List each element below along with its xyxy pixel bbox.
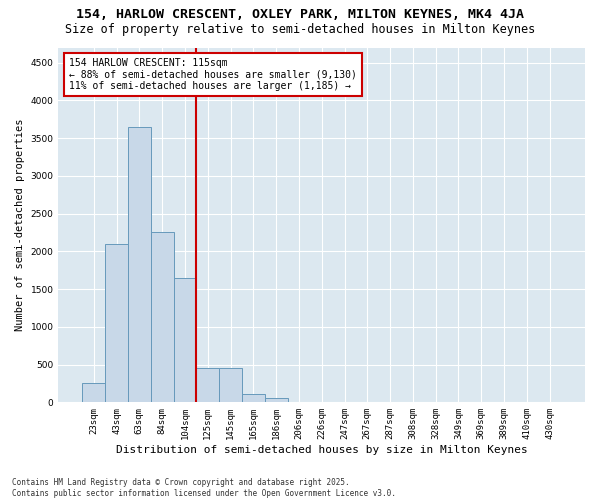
Bar — [196, 368, 219, 402]
Bar — [242, 394, 265, 402]
Bar — [105, 244, 128, 402]
Text: Contains HM Land Registry data © Crown copyright and database right 2025.
Contai: Contains HM Land Registry data © Crown c… — [12, 478, 396, 498]
Bar — [82, 384, 105, 402]
Bar — [219, 368, 242, 402]
Bar — [173, 278, 196, 402]
Bar — [151, 232, 173, 402]
Bar — [265, 398, 287, 402]
X-axis label: Distribution of semi-detached houses by size in Milton Keynes: Distribution of semi-detached houses by … — [116, 445, 527, 455]
Y-axis label: Number of semi-detached properties: Number of semi-detached properties — [15, 118, 25, 331]
Text: Size of property relative to semi-detached houses in Milton Keynes: Size of property relative to semi-detach… — [65, 22, 535, 36]
Text: 154 HARLOW CRESCENT: 115sqm
← 88% of semi-detached houses are smaller (9,130)
11: 154 HARLOW CRESCENT: 115sqm ← 88% of sem… — [69, 58, 357, 92]
Bar — [128, 127, 151, 402]
Text: 154, HARLOW CRESCENT, OXLEY PARK, MILTON KEYNES, MK4 4JA: 154, HARLOW CRESCENT, OXLEY PARK, MILTON… — [76, 8, 524, 20]
